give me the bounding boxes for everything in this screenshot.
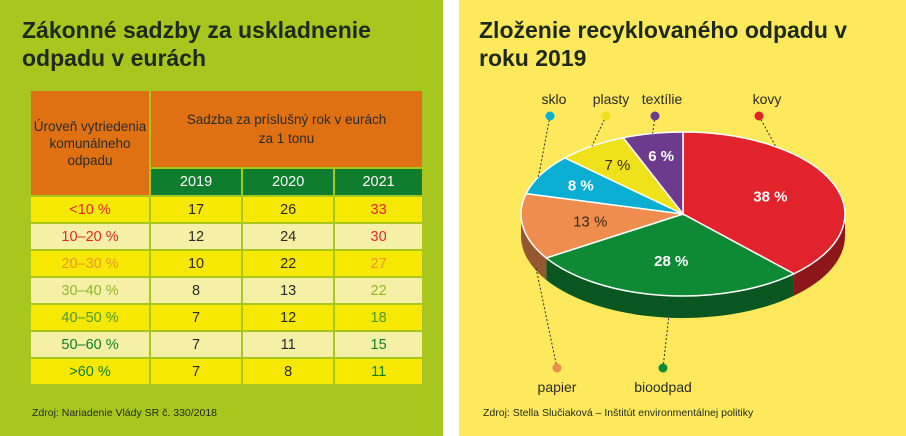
legend-dot-kovy — [754, 111, 764, 121]
slice-value-label: 8 % — [568, 178, 594, 195]
table-row: 30–40 % 8 13 22 — [31, 278, 422, 305]
value-2019-cell: 7 — [151, 305, 244, 332]
pie-slice-kovy — [682, 131, 846, 275]
level-cell: <10 % — [31, 197, 151, 224]
level-cell: >60 % — [31, 359, 151, 386]
pie-slice-bioodpad — [544, 213, 796, 297]
pie-slice-side-bioodpad — [546, 257, 794, 318]
pie-slice-side-kovy — [793, 214, 845, 296]
category-label-kovy: kovy — [753, 91, 782, 107]
slice-value-label: 28 % — [654, 253, 688, 270]
value-2020-cell: 13 — [243, 278, 336, 305]
composition-title: Zloženie recyklovaného odpadu v roku 201… — [479, 17, 848, 71]
legend-dot-textílie — [650, 111, 660, 121]
rates-panel: Zákonné sadzby za uskladnenie odpadu v e… — [0, 0, 443, 436]
value-2021-cell: 22 — [335, 278, 422, 305]
value-2019-cell: 7 — [151, 332, 244, 359]
leader-line-bioodpad — [662, 315, 670, 369]
pie-slice-papier — [520, 192, 684, 259]
pie-chart: 38 % 28 % 13 % 8 % 7 % 6 % kovy sklo plasty textí… — [520, 91, 846, 395]
level-cell: 30–40 % — [31, 278, 151, 305]
header-year-2020: 2020 — [243, 169, 336, 197]
table-row: 20–30 % 10 22 27 — [31, 251, 422, 278]
header-rate: Sadzba za príslušný rok v eurách za 1 to… — [151, 91, 422, 169]
value-2021-cell: 15 — [335, 332, 422, 359]
value-2019-cell: 10 — [151, 251, 244, 278]
level-cell: 40–50 % — [31, 305, 151, 332]
legend-dot-papier — [552, 363, 562, 373]
value-2020-cell: 11 — [243, 332, 336, 359]
value-2021-cell: 33 — [335, 197, 422, 224]
leader-line-kovy — [758, 115, 777, 148]
level-cell: 10–20 % — [31, 224, 151, 251]
pie-slice-side-papier — [521, 214, 547, 280]
table-row: <10 % 17 26 33 — [31, 197, 422, 224]
table-row: 10–20 % 12 24 30 — [31, 224, 422, 251]
value-2020-cell: 24 — [243, 224, 336, 251]
value-2019-cell: 12 — [151, 224, 244, 251]
rates-title: Zákonné sadzby za uskladnenie odpadu v e… — [22, 17, 371, 71]
value-2020-cell: 26 — [243, 197, 336, 224]
slice-value-label: 6 % — [648, 148, 674, 165]
legend-dot-plasty — [601, 111, 611, 121]
composition-panel: Zloženie recyklovaného odpadu v roku 201… — [459, 0, 906, 436]
table-row: >60 % 7 8 11 — [31, 359, 422, 386]
value-2019-cell: 17 — [151, 197, 244, 224]
value-2021-cell: 30 — [335, 224, 422, 251]
leader-line-plasty — [591, 115, 607, 147]
header-year-2021: 2021 — [335, 169, 422, 197]
level-cell: 50–60 % — [31, 332, 151, 359]
header-level: Úroveň vytriedenia komunálneho odpadu — [31, 91, 151, 197]
slice-value-label: 38 % — [753, 188, 787, 205]
level-cell: 20–30 % — [31, 251, 151, 278]
header-year-2019: 2019 — [151, 169, 244, 197]
value-2019-cell: 8 — [151, 278, 244, 305]
table-row: 50–60 % 7 11 15 — [31, 332, 422, 359]
table-row: 40–50 % 7 12 18 — [31, 305, 422, 332]
category-label-sklo: sklo — [542, 91, 567, 107]
rates-table: Úroveň vytriedenia komunálneho odpadu Sa… — [31, 91, 422, 386]
category-label-textílie: textílie — [642, 91, 683, 107]
category-label-bioodpad: bioodpad — [634, 379, 692, 395]
legend-dot-sklo — [545, 111, 555, 121]
value-2021-cell: 11 — [335, 359, 422, 386]
slice-value-label: 7 % — [605, 157, 631, 174]
legend-dot-bioodpad — [658, 363, 668, 373]
header-rate-text: Sadzba za príslušný rok v eurách za 1 to… — [186, 112, 387, 146]
leader-line-papier — [535, 268, 558, 369]
rates-source: Zdroj: Nariadenie Vlády SR č. 330/2018 — [32, 407, 218, 419]
value-2020-cell: 12 — [243, 305, 336, 332]
slice-value-label: 13 % — [573, 213, 607, 230]
value-2021-cell: 18 — [335, 305, 422, 332]
composition-source: Zdroj: Stella Slučiaková – Inštitút envi… — [483, 407, 754, 419]
value-2021-cell: 27 — [335, 251, 422, 278]
category-label-papier: papier — [538, 379, 577, 395]
category-label-plasty: plasty — [593, 91, 630, 107]
value-2020-cell: 22 — [243, 251, 336, 278]
value-2020-cell: 8 — [243, 359, 336, 386]
value-2019-cell: 7 — [151, 359, 244, 386]
leader-line-textílie — [652, 115, 656, 134]
